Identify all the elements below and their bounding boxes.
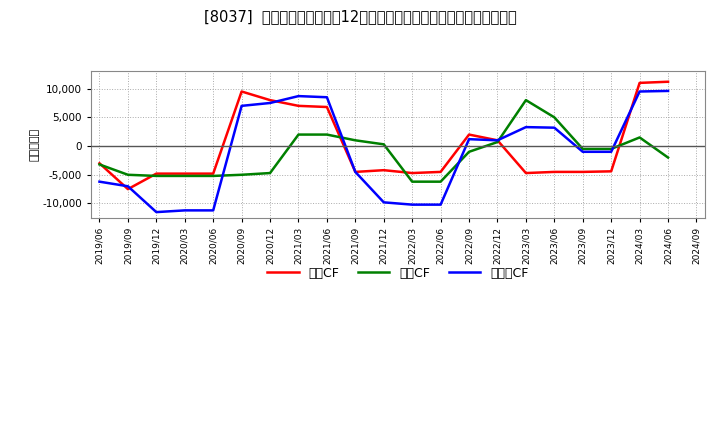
- Y-axis label: （百万円）: （百万円）: [30, 128, 40, 161]
- Legend: 営業CF, 投資CF, フリーCF: 営業CF, 投資CF, フリーCF: [262, 262, 534, 285]
- Text: [8037]  キャッシュフローの12か月移動合計の対前年同期増減額の推移: [8037] キャッシュフローの12か月移動合計の対前年同期増減額の推移: [204, 9, 516, 24]
